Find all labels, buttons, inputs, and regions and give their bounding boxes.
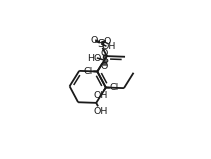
Text: S: S bbox=[97, 39, 104, 49]
Text: Cl: Cl bbox=[110, 83, 119, 92]
Text: O: O bbox=[91, 36, 98, 45]
Text: O: O bbox=[101, 62, 108, 71]
Text: OH: OH bbox=[101, 42, 116, 51]
Text: O: O bbox=[101, 49, 108, 58]
Text: OH: OH bbox=[94, 91, 108, 100]
Text: HO: HO bbox=[87, 54, 102, 63]
Text: O: O bbox=[103, 37, 110, 45]
Text: S: S bbox=[101, 55, 108, 65]
Text: OH: OH bbox=[93, 107, 108, 116]
Text: Cl: Cl bbox=[84, 67, 93, 76]
